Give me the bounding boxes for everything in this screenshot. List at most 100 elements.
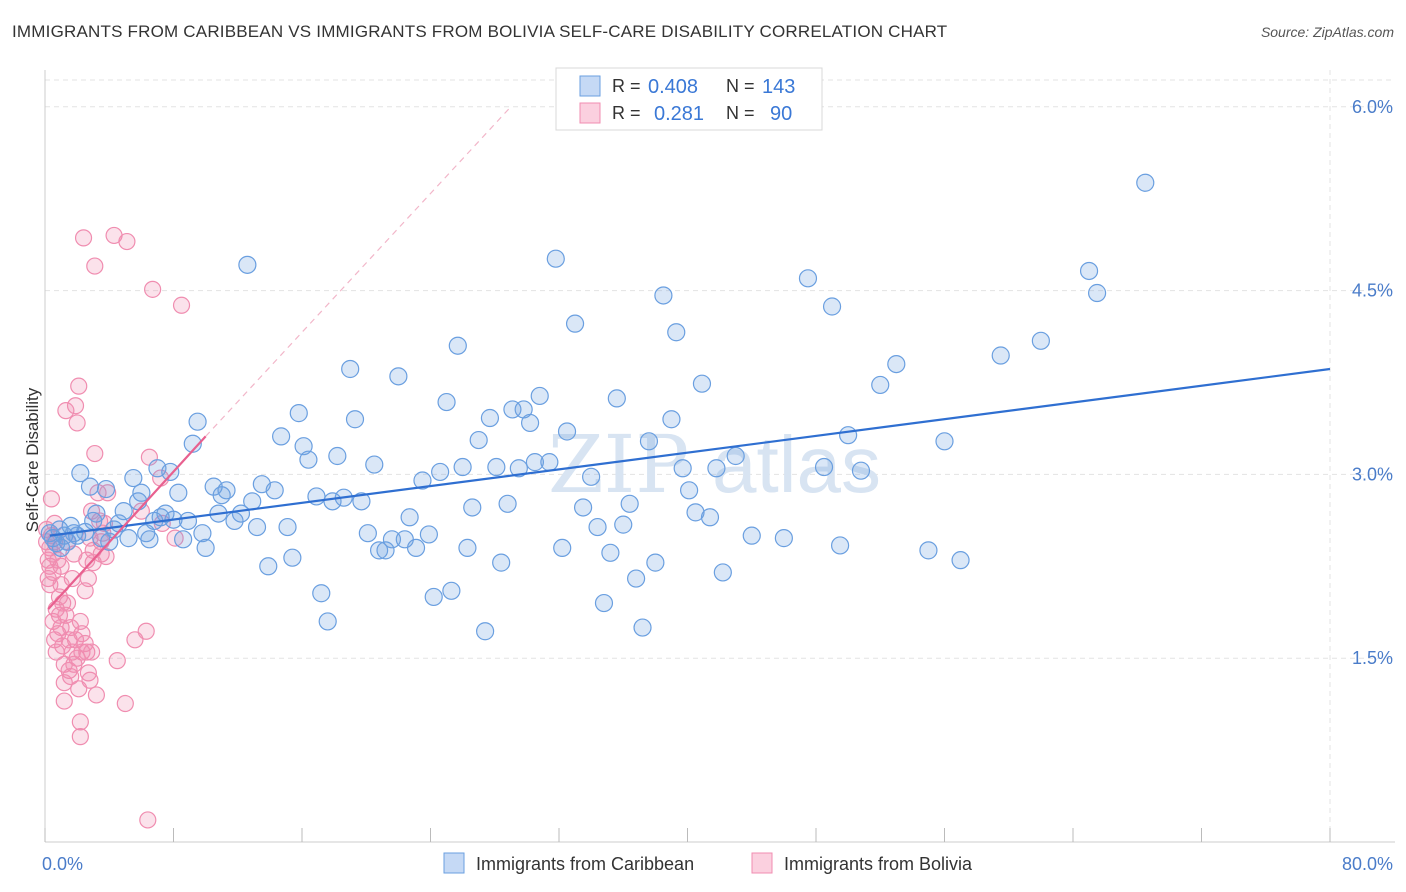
point-bolivia-75 bbox=[118, 232, 136, 251]
legend-r-value-2: 0.281 bbox=[654, 103, 704, 125]
tick-labels: 1.5% 3.0% 4.5% 6.0% 0.0% 80.0% bbox=[42, 97, 1393, 874]
y-tick-label-1: 3.0% bbox=[1352, 464, 1393, 484]
point-caribbean-48 bbox=[247, 517, 267, 537]
legend-r-label-2: R = bbox=[612, 103, 641, 123]
point-caribbean-89 bbox=[487, 457, 506, 477]
point-caribbean-43 bbox=[217, 481, 236, 500]
point-caribbean-129 bbox=[814, 457, 834, 477]
point-caribbean-56 bbox=[294, 437, 313, 456]
bottom-legend-swatch-bolivia bbox=[751, 852, 773, 874]
point-bolivia-28 bbox=[57, 402, 75, 420]
point-caribbean-108 bbox=[607, 389, 626, 408]
point-caribbean-80 bbox=[437, 392, 456, 412]
point-caribbean-90 bbox=[492, 553, 511, 572]
axes bbox=[44, 70, 1395, 843]
point-caribbean-124 bbox=[713, 563, 732, 582]
point-bolivia-79 bbox=[139, 811, 157, 829]
point-bolivia-62 bbox=[86, 444, 104, 463]
point-bolivia-70 bbox=[97, 547, 115, 566]
point-caribbean-132 bbox=[839, 426, 858, 445]
point-caribbean-53 bbox=[278, 517, 297, 537]
point-caribbean-12 bbox=[80, 477, 100, 496]
point-caribbean-52 bbox=[272, 427, 291, 446]
chart-title: IMMIGRANTS FROM CARIBBEAN VS IMMIGRANTS … bbox=[12, 22, 948, 41]
point-caribbean-71 bbox=[382, 530, 402, 549]
point-caribbean-134 bbox=[871, 375, 890, 395]
x-tick-label-end: 80.0% bbox=[1342, 854, 1393, 874]
trend-line-bolivia-extension bbox=[205, 106, 512, 437]
point-bolivia-78 bbox=[137, 622, 155, 640]
point-caribbean-62 bbox=[328, 446, 347, 466]
series-caribbean-points bbox=[40, 173, 1155, 641]
point-caribbean-86 bbox=[469, 430, 488, 450]
point-bolivia-45 bbox=[71, 728, 89, 746]
trend-lines bbox=[47, 106, 1331, 610]
point-caribbean-117 bbox=[667, 323, 686, 342]
legend-n-label-1: N = bbox=[726, 76, 755, 96]
point-caribbean-128 bbox=[798, 269, 818, 288]
watermark-atlas: atlas bbox=[712, 420, 881, 509]
point-bolivia-52 bbox=[78, 643, 96, 661]
point-caribbean-133 bbox=[851, 461, 871, 480]
legend-n-value-1: 143 bbox=[762, 76, 795, 98]
point-caribbean-16 bbox=[96, 479, 116, 499]
point-caribbean-120 bbox=[686, 503, 705, 522]
point-caribbean-98 bbox=[540, 453, 559, 472]
point-bolivia-58 bbox=[82, 643, 101, 661]
trend-line-bolivia bbox=[47, 435, 207, 610]
point-caribbean-104 bbox=[582, 467, 601, 486]
point-caribbean-121 bbox=[692, 374, 712, 393]
watermark: ZIP atlas bbox=[548, 418, 881, 511]
point-bolivia-44 bbox=[71, 713, 89, 731]
point-caribbean-116 bbox=[662, 410, 681, 429]
point-bolivia-48 bbox=[74, 229, 93, 247]
legend-n-value-2: 90 bbox=[770, 103, 792, 125]
point-caribbean-106 bbox=[594, 593, 614, 613]
y-tick-label-2: 4.5% bbox=[1352, 281, 1393, 301]
legend-n-label-2: N = bbox=[726, 103, 755, 123]
point-caribbean-81 bbox=[442, 581, 461, 600]
point-caribbean-112 bbox=[633, 618, 652, 637]
point-caribbean-82 bbox=[448, 336, 467, 355]
point-caribbean-88 bbox=[480, 408, 500, 428]
series-legend: Immigrants from Caribbean Immigrants fro… bbox=[443, 852, 973, 874]
point-caribbean-47 bbox=[243, 492, 262, 511]
point-caribbean-83 bbox=[453, 457, 472, 477]
source-label: Source: ZipAtlas.com bbox=[1260, 24, 1394, 40]
point-caribbean-26 bbox=[140, 530, 159, 549]
point-caribbean-123 bbox=[707, 459, 726, 478]
y-tick-label-0: 1.5% bbox=[1352, 648, 1393, 668]
point-caribbean-122 bbox=[700, 508, 720, 527]
point-caribbean-135 bbox=[887, 354, 906, 374]
point-caribbean-131 bbox=[830, 536, 850, 555]
point-caribbean-54 bbox=[283, 548, 302, 567]
point-caribbean-126 bbox=[742, 526, 761, 545]
point-caribbean-84 bbox=[458, 538, 477, 558]
point-caribbean-139 bbox=[991, 346, 1010, 365]
point-bolivia-50 bbox=[76, 634, 94, 653]
point-caribbean-130 bbox=[822, 297, 842, 316]
point-caribbean-85 bbox=[463, 498, 482, 517]
point-caribbean-22 bbox=[124, 468, 143, 488]
point-caribbean-72 bbox=[389, 367, 408, 386]
bottom-legend-caribbean: Immigrants from Caribbean bbox=[476, 854, 694, 874]
point-bolivia-85 bbox=[172, 296, 191, 314]
point-bolivia-77 bbox=[132, 502, 150, 520]
point-caribbean-68 bbox=[365, 455, 384, 474]
point-caribbean-79 bbox=[431, 462, 450, 482]
point-bolivia-89 bbox=[71, 612, 89, 631]
point-caribbean-118 bbox=[673, 459, 692, 478]
point-bolivia-38 bbox=[66, 397, 85, 415]
point-caribbean-60 bbox=[318, 612, 337, 631]
point-caribbean-51 bbox=[265, 481, 284, 500]
point-bolivia-26 bbox=[55, 692, 73, 710]
point-caribbean-78 bbox=[424, 587, 443, 607]
point-bolivia-74 bbox=[116, 694, 134, 713]
point-caribbean-113 bbox=[639, 432, 659, 451]
legend-swatch-bolivia bbox=[579, 102, 601, 124]
bottom-legend-swatch-caribbean bbox=[443, 852, 465, 874]
point-caribbean-110 bbox=[620, 494, 639, 513]
point-caribbean-140 bbox=[1031, 331, 1050, 350]
point-caribbean-39 bbox=[196, 538, 215, 558]
point-caribbean-111 bbox=[626, 569, 646, 588]
